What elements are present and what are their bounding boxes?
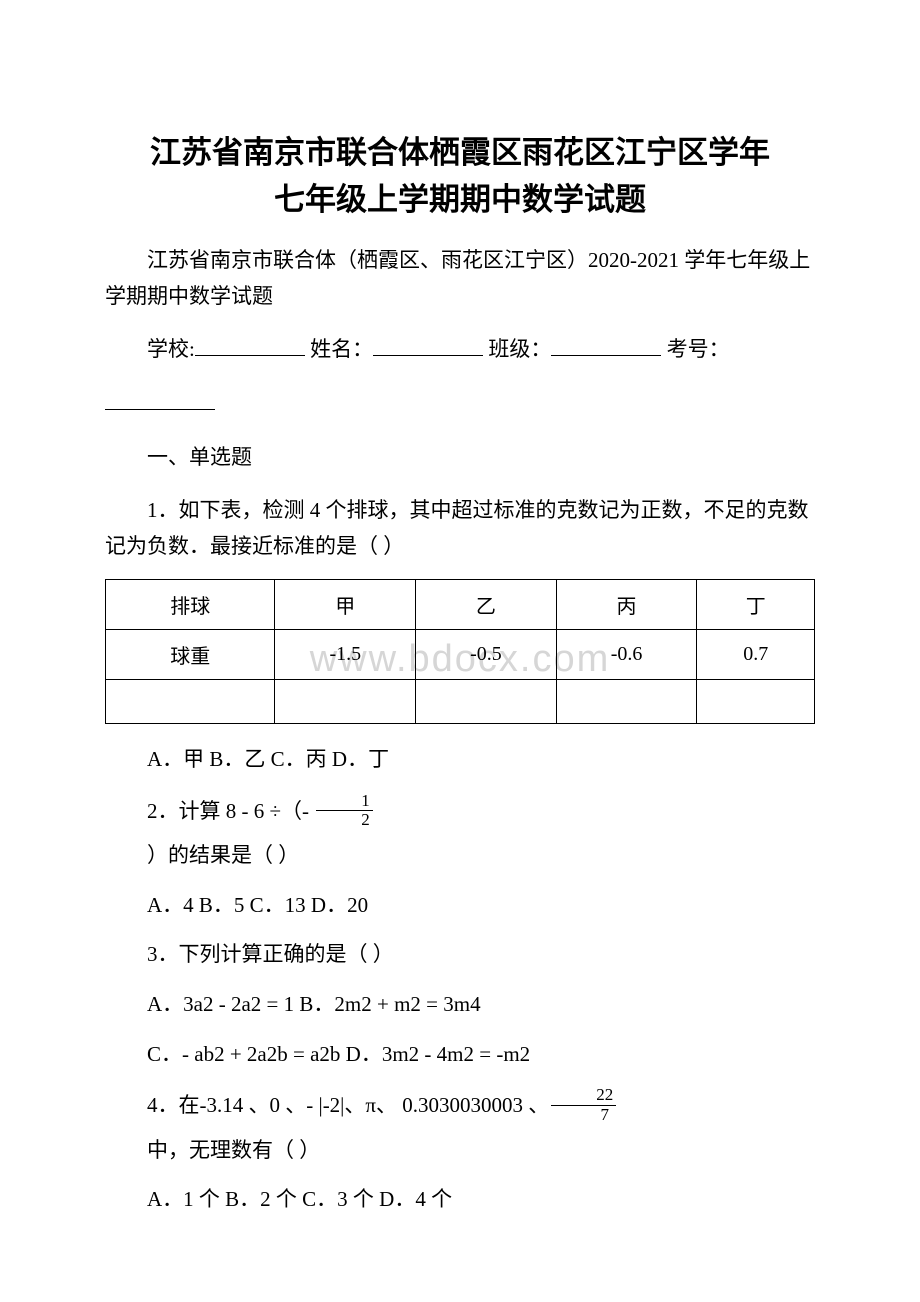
- title-line-1: 江苏省南京市联合体栖霞区雨花区江宁区学年: [105, 130, 815, 177]
- question-2-line2: ）的结果是（ ）: [105, 838, 815, 874]
- student-info-line-2: [105, 386, 815, 422]
- name-label: 姓名：: [310, 337, 373, 361]
- school-blank: [195, 335, 305, 356]
- table-row: 球重 -1.5 -0.5 -0.6 0.7: [106, 629, 815, 679]
- fraction-half: 12: [316, 792, 373, 830]
- question-1-options: A．甲 B．乙 C．丙 D．丁: [105, 742, 815, 778]
- student-info-line: 学校: 姓名： 班级： 考号：: [105, 332, 815, 368]
- table-row: [106, 679, 815, 723]
- question-4-options: A．1 个 B．2 个 C．3 个 D．4 个: [105, 1182, 815, 1218]
- document-content: 江苏省南京市联合体栖霞区雨花区江宁区学年 七年级上学期期中数学试题 江苏省南京市…: [105, 130, 815, 1218]
- question-4-prefix: 4．在-3.14 、0 、- |-2|、π、 0.3030030003 、: [147, 1093, 549, 1117]
- table-row: 排球 甲 乙 丙 丁: [106, 579, 815, 629]
- school-label: 学校:: [147, 337, 195, 361]
- fraction-numerator: 22: [551, 1086, 616, 1106]
- question-2-options: A．4 B．5 C．13 D．20: [105, 888, 815, 924]
- question-3-options-ab: A．3a2 - 2a2 = 1 B．2m2 + m2 = 3m4: [105, 987, 815, 1023]
- table-cell: [106, 679, 275, 723]
- table-cell: 甲: [275, 579, 416, 629]
- fraction-numerator: 1: [316, 792, 373, 812]
- class-blank: [551, 335, 661, 356]
- question-3-text: 3．下列计算正确的是（ ）: [105, 937, 815, 973]
- title-line-2: 七年级上学期期中数学试题: [105, 177, 815, 224]
- class-label: 班级：: [488, 337, 551, 361]
- fraction-22-7: 227: [551, 1086, 616, 1124]
- examno-blank: [105, 389, 215, 410]
- question-3-options-cd: C．- ab2 + 2a2b = a2b D．3m2 - 4m2 = -m2: [105, 1037, 815, 1073]
- question-2-prefix: 2．计算 8 - 6 ÷（-: [147, 799, 314, 823]
- question-2-line1: 2．计算 8 - 6 ÷（- 12: [105, 792, 815, 832]
- table-cell: 丁: [697, 579, 815, 629]
- table-cell: -0.5: [416, 629, 557, 679]
- question-1-text: 1．如下表，检测 4 个排球，其中超过标准的克数记为正数，不足的克数记为负数．最…: [105, 493, 815, 564]
- table-cell: 乙: [416, 579, 557, 629]
- question-1-table: 排球 甲 乙 丙 丁 球重 -1.5 -0.5 -0.6 0.7: [105, 579, 815, 724]
- question-4-line2: 中，无理数有（ ）: [105, 1133, 815, 1169]
- name-blank: [373, 335, 483, 356]
- examno-label: 考号：: [667, 337, 730, 361]
- table-cell: [556, 679, 697, 723]
- fraction-denominator: 7: [551, 1106, 616, 1125]
- table-cell: [697, 679, 815, 723]
- subtitle: 江苏省南京市联合体（栖霞区、雨花区江宁区）2020-2021 学年七年级上学期期…: [105, 243, 815, 314]
- table-cell: [416, 679, 557, 723]
- fraction-denominator: 2: [316, 811, 373, 830]
- table-cell: [275, 679, 416, 723]
- section-1-header: 一、单选题: [105, 440, 815, 476]
- table-cell: 丙: [556, 579, 697, 629]
- table-cell: -1.5: [275, 629, 416, 679]
- table-cell: 球重: [106, 629, 275, 679]
- table-cell: -0.6: [556, 629, 697, 679]
- table-cell: 排球: [106, 579, 275, 629]
- table-cell: 0.7: [697, 629, 815, 679]
- main-title: 江苏省南京市联合体栖霞区雨花区江宁区学年 七年级上学期期中数学试题: [105, 130, 815, 223]
- question-4-line1: 4．在-3.14 、0 、- |-2|、π、 0.3030030003 、227: [105, 1086, 815, 1126]
